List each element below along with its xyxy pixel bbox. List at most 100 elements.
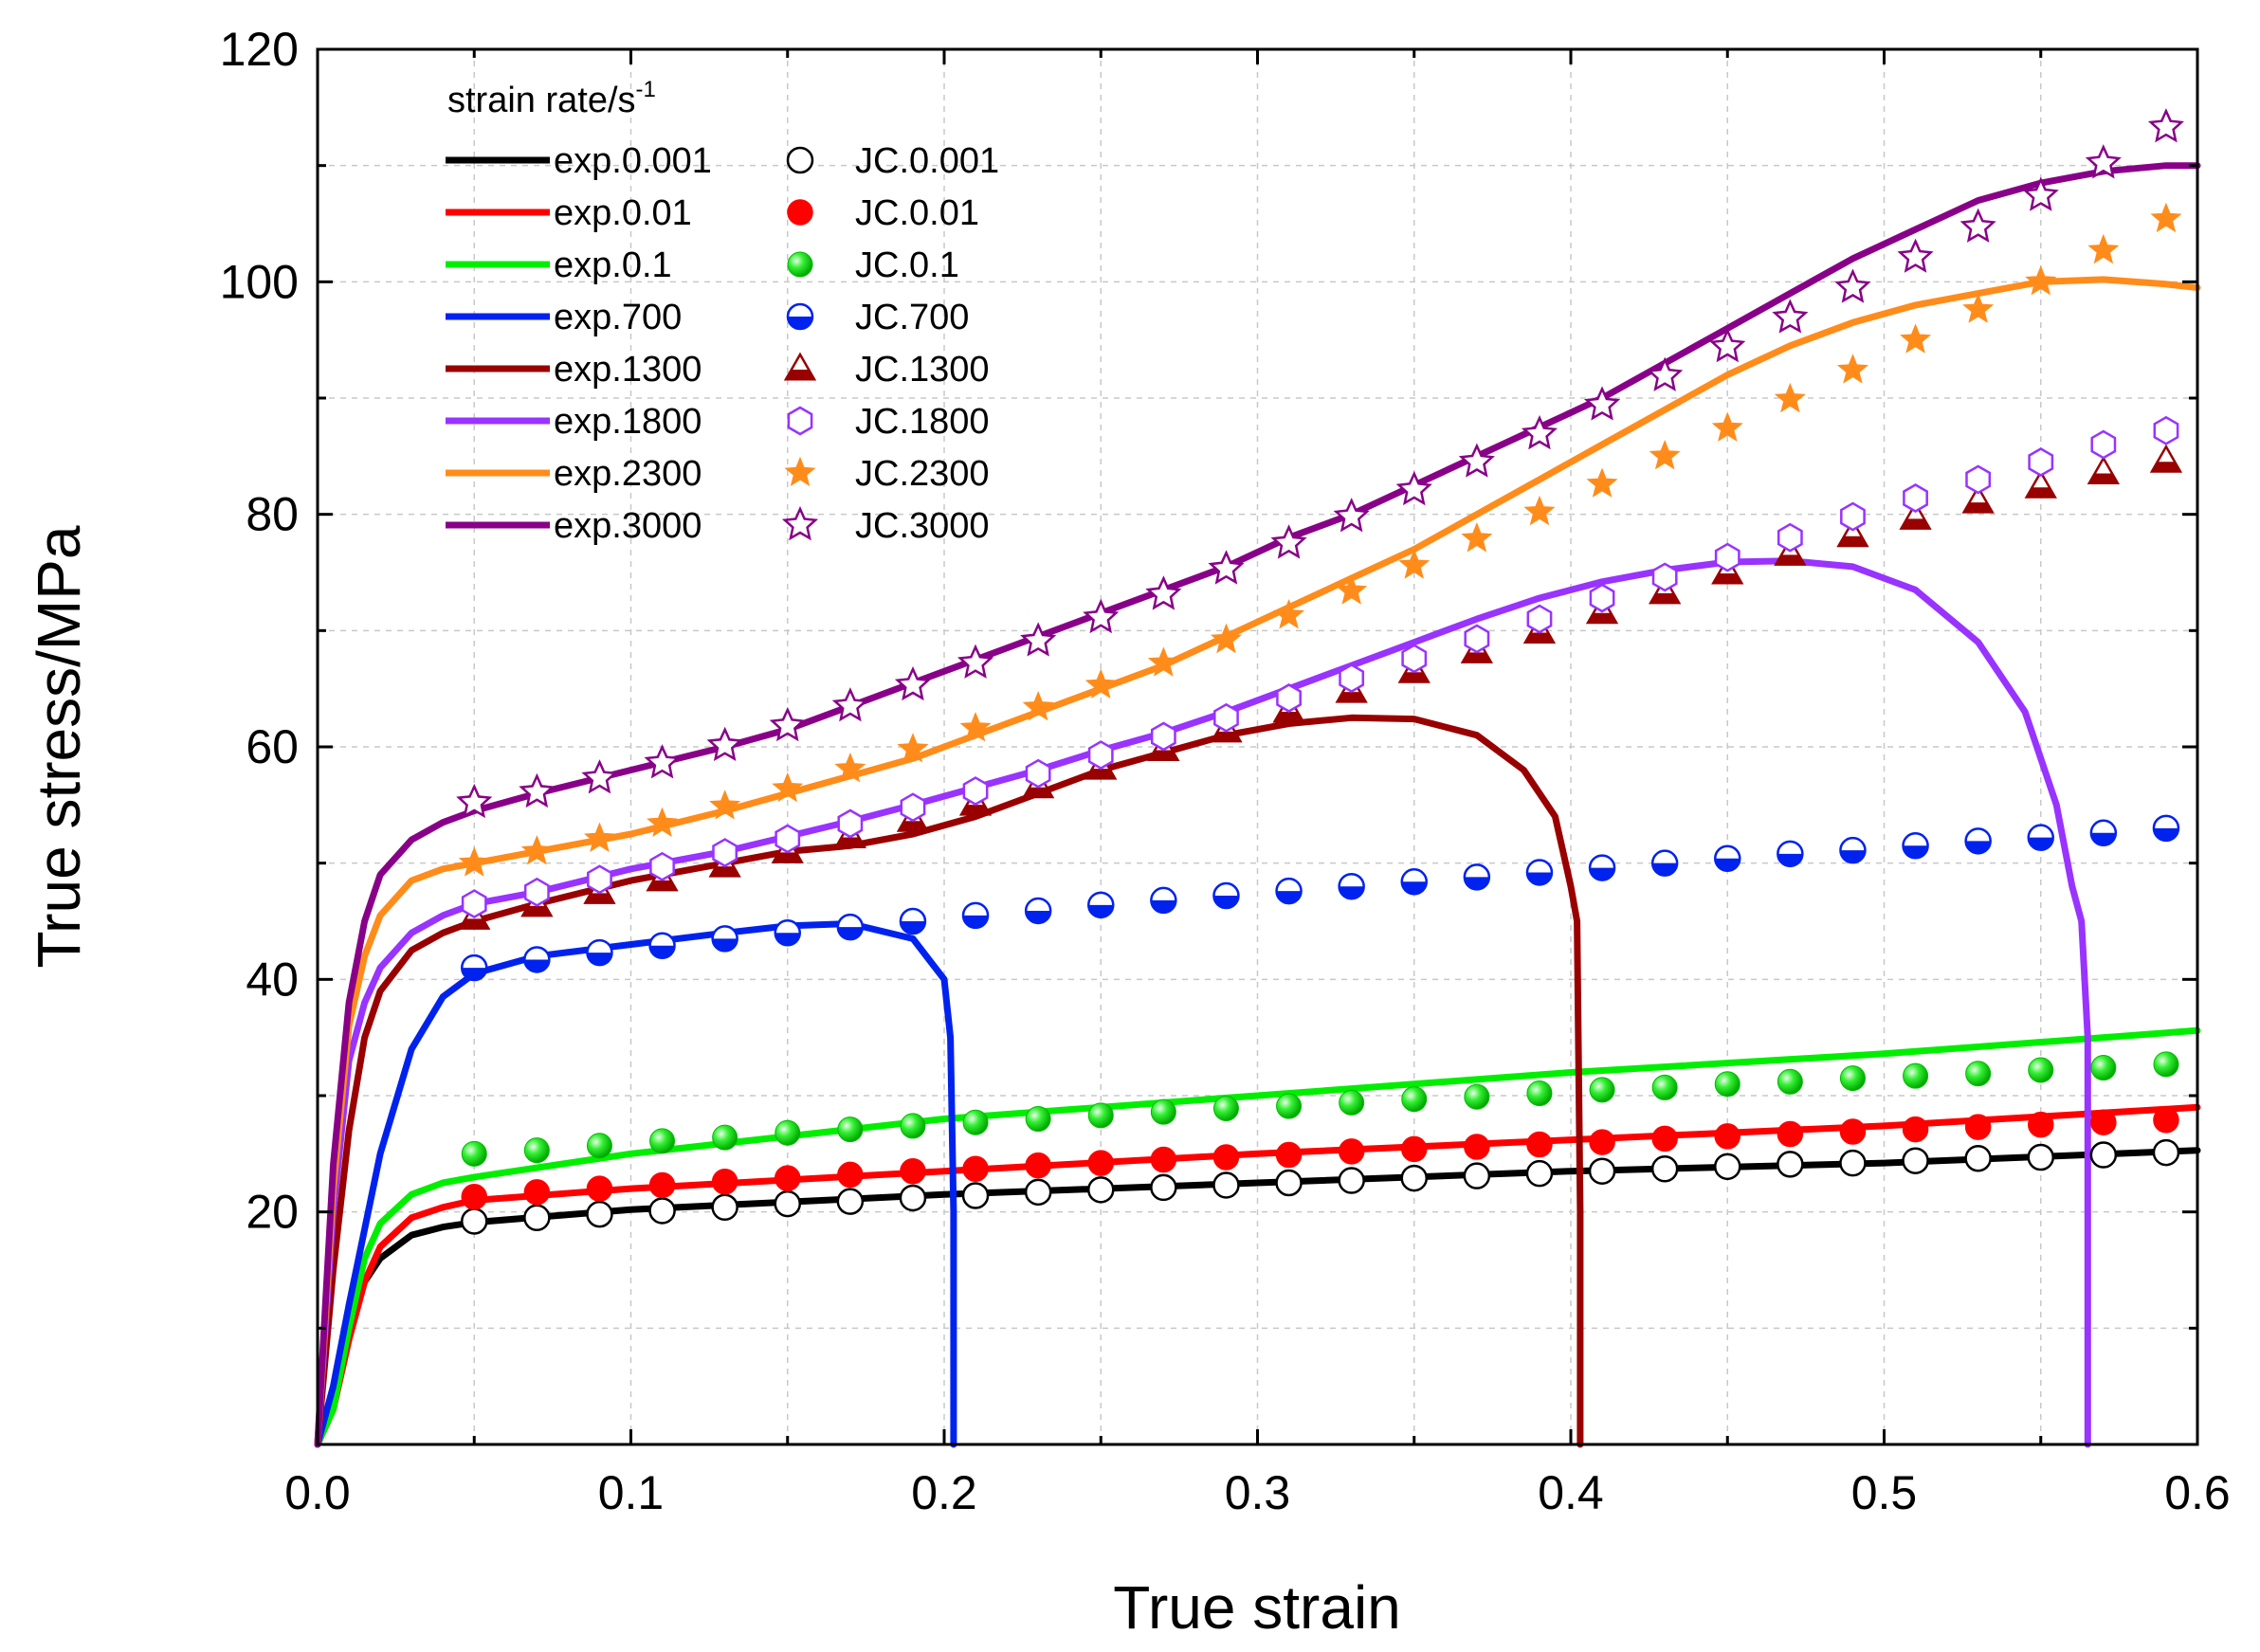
marker-jc-3000 <box>1772 299 1809 334</box>
marker-jc-1800 <box>837 808 864 839</box>
marker-jc-2300 <box>1147 646 1179 677</box>
marker-jc-0-001 <box>1777 1151 1804 1178</box>
x-axis-title: True strain <box>1113 1573 1401 1642</box>
marker-jc-3000 <box>1647 356 1684 391</box>
marker-jc-0-001 <box>1964 1144 1992 1172</box>
marker-jc-0-1 <box>1965 1061 1992 1087</box>
marker-jc-0-001 <box>1087 1176 1115 1204</box>
y-tick-label: 40 <box>246 953 299 1006</box>
series-line-exp-700 <box>314 920 957 1448</box>
marker-jc-700 <box>461 953 488 982</box>
marker-jc-2300 <box>1836 354 1868 384</box>
marker-jc-2300 <box>1774 382 1806 413</box>
legend-marker-jc-2300 <box>784 456 816 486</box>
marker-jc-0-01 <box>1087 1150 1114 1176</box>
marker-jc-0-001 <box>1714 1153 1741 1181</box>
marker-jc-2300 <box>959 712 992 742</box>
marker-jc-700 <box>961 901 990 930</box>
marker-jc-2300 <box>1210 623 1242 654</box>
marker-jc-3000 <box>1959 208 1996 243</box>
marker-jc-0-001 <box>774 1189 801 1218</box>
marker-jc-700 <box>1839 836 1867 864</box>
marker-jc-0-1 <box>1589 1077 1615 1103</box>
marker-jc-2300 <box>2087 233 2120 264</box>
marker-jc-2300 <box>897 733 929 763</box>
marker-jc-0-01 <box>1025 1152 1051 1179</box>
marker-jc-2300 <box>1336 574 1368 605</box>
x-tick-label: 0.0 <box>284 1466 351 1519</box>
x-tick-label: 0.3 <box>1225 1466 1291 1519</box>
marker-jc-0-001 <box>1902 1147 1929 1174</box>
marker-jc-0-1 <box>1526 1080 1553 1107</box>
marker-jc-700 <box>2089 819 2118 847</box>
marker-jc-0-001 <box>711 1193 738 1222</box>
legend-label-jc-0-1: JC.0.1 <box>855 245 959 285</box>
marker-jc-0-001 <box>1525 1159 1554 1188</box>
legend-label-jc-0-01: JC.0.01 <box>855 193 979 233</box>
marker-jc-0-1 <box>775 1119 801 1146</box>
marker-jc-0-01 <box>648 1171 676 1199</box>
y-tick-label: 60 <box>246 720 299 773</box>
marker-jc-0-1 <box>2028 1057 2054 1083</box>
marker-jc-0-001 <box>2027 1143 2054 1171</box>
marker-jc-0-1 <box>1903 1062 1929 1089</box>
marker-jc-1800 <box>1339 663 1365 694</box>
y-tick-label: 100 <box>220 255 299 308</box>
marker-jc-700 <box>1338 872 1365 900</box>
legend-label-exp-1300: exp.1300 <box>554 350 702 390</box>
marker-jc-3000 <box>2022 176 2059 211</box>
marker-jc-0-001 <box>899 1184 927 1212</box>
marker-jc-700 <box>648 932 676 960</box>
jc-model-markers <box>456 108 2184 1235</box>
marker-jc-1800 <box>1589 583 1615 613</box>
marker-jc-3000 <box>1458 443 1495 478</box>
marker-jc-1300 <box>1961 484 1995 514</box>
marker-jc-700 <box>711 925 738 953</box>
marker-jc-3000 <box>1834 268 1871 303</box>
marker-jc-1800 <box>1903 483 1928 513</box>
marker-jc-0-001 <box>523 1204 551 1232</box>
marker-jc-0-1 <box>1714 1071 1741 1098</box>
marker-jc-1800 <box>523 877 550 907</box>
marker-jc-0-01 <box>1651 1125 1678 1153</box>
legend-label-exp-0-01: exp.0.01 <box>554 193 692 233</box>
marker-jc-3000 <box>957 644 994 679</box>
marker-jc-700 <box>836 913 865 941</box>
marker-jc-0-01 <box>962 1155 989 1183</box>
marker-jc-3000 <box>1020 622 1057 657</box>
marker-jc-3000 <box>1583 386 1621 421</box>
marker-jc-700 <box>774 919 801 947</box>
marker-jc-0-001 <box>836 1188 865 1215</box>
marker-jc-1800 <box>587 864 612 895</box>
marker-jc-0-01 <box>1526 1131 1553 1158</box>
axis-ticks: 0.0 0.1 0.2 0.3 0.4 0.5 0.6 20 40 60 80 100 120 <box>220 23 2231 1519</box>
marker-jc-3000 <box>831 687 868 722</box>
marker-jc-1800 <box>1965 464 1992 495</box>
marker-jc-1800 <box>962 776 989 807</box>
legend: strain rate/s-1 exp.0.001 exp.0.01 exp.0.1… <box>446 77 999 546</box>
legend-marker-jc-0-1 <box>787 251 813 278</box>
marker-jc-0-1 <box>1087 1102 1114 1129</box>
marker-jc-1800 <box>2090 429 2117 460</box>
marker-jc-1800 <box>1840 501 1866 532</box>
legend-label-jc-2300: JC.2300 <box>855 454 990 494</box>
marker-jc-700 <box>1024 897 1052 925</box>
marker-jc-1800 <box>1213 702 1239 733</box>
marker-jc-3000 <box>1395 470 1432 506</box>
marker-jc-0-1 <box>1651 1074 1678 1100</box>
marker-jc-0-01 <box>1714 1123 1741 1150</box>
marker-jc-2300 <box>1649 439 1681 470</box>
marker-jc-0-001 <box>1463 1162 1491 1189</box>
legend-marker-jc-0-001 <box>786 146 814 174</box>
marker-jc-1300 <box>2024 469 2057 499</box>
marker-jc-1800 <box>1464 624 1490 654</box>
marker-jc-0-01 <box>2153 1107 2179 1134</box>
marker-jc-0-1 <box>900 1113 926 1139</box>
marker-jc-1800 <box>2153 415 2179 445</box>
marker-jc-700 <box>1964 827 1992 855</box>
marker-jc-700 <box>2027 824 2054 851</box>
legend-label-jc-700: JC.700 <box>855 298 969 337</box>
marker-jc-0-01 <box>1777 1120 1804 1148</box>
marker-jc-700 <box>899 907 927 935</box>
legend-label-jc-0-001: JC.0.001 <box>855 141 999 181</box>
